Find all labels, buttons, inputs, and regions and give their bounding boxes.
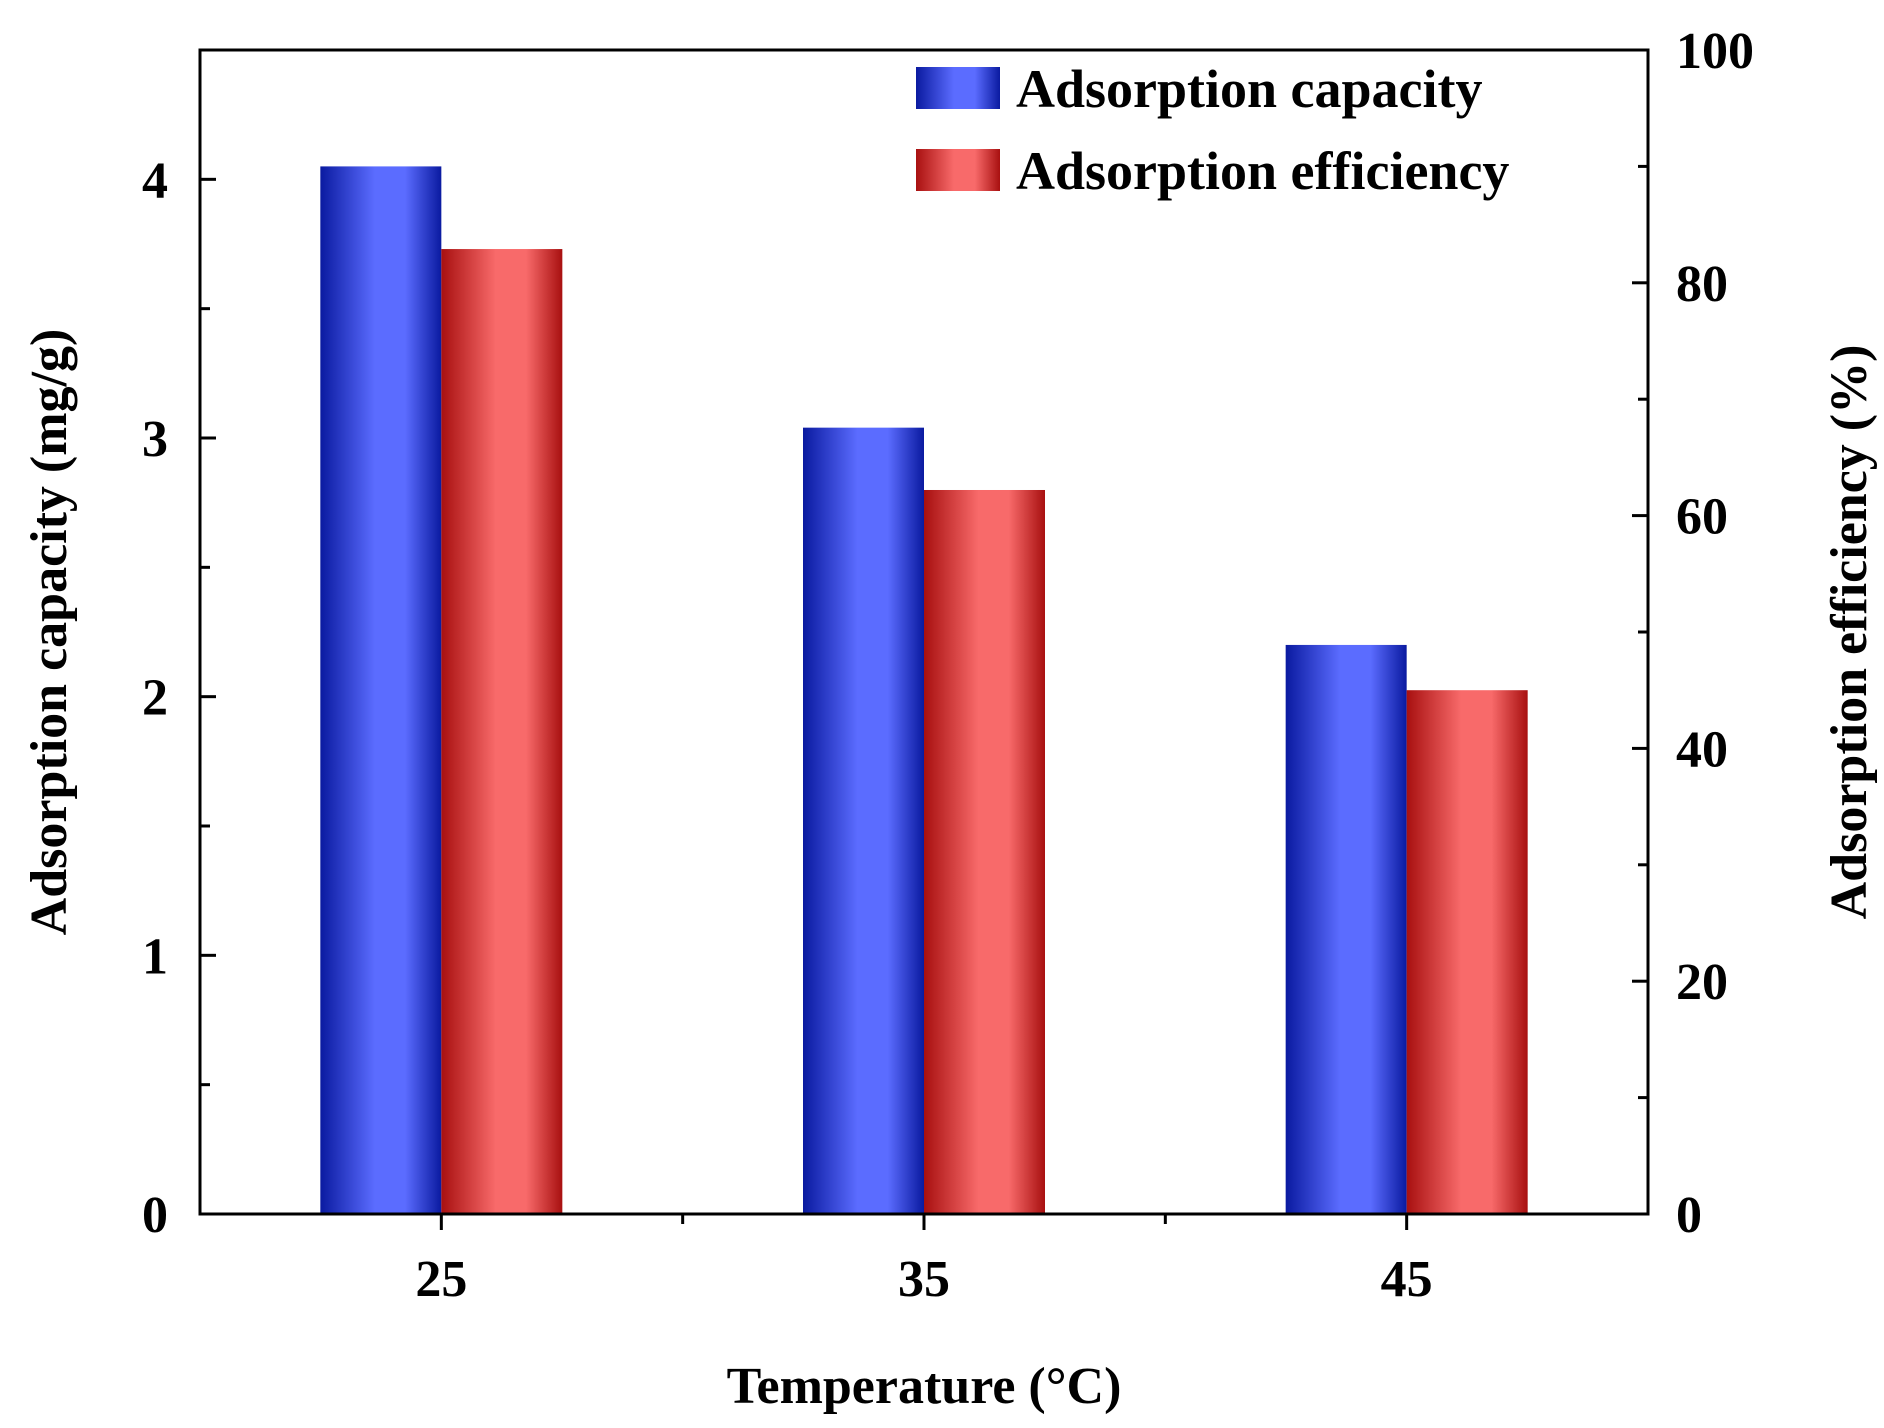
y-tick-label-3: 3	[142, 411, 168, 468]
y2-tick-label-100: 100	[1676, 23, 1754, 80]
bar-capacity-25	[320, 166, 442, 1214]
legend-swatch-capacity	[916, 67, 1000, 109]
y-tick-label-1: 1	[142, 928, 168, 985]
y-tick-label-0: 0	[142, 1187, 168, 1244]
bar-capacity-35	[803, 427, 924, 1214]
y-tick-label-2: 2	[142, 670, 168, 727]
y2-tick-label-60: 60	[1676, 489, 1728, 546]
x-axis-title: Temperature (°C)	[727, 1358, 1122, 1415]
bar-capacity-45	[1285, 644, 1407, 1214]
x-tick-label-35: 35	[898, 1251, 950, 1308]
y2-tick-label-20: 20	[1676, 954, 1728, 1011]
x-tick-label-25: 25	[415, 1251, 467, 1308]
legend-swatch-efficiency	[916, 149, 1000, 191]
y2-tick-label-80: 80	[1676, 256, 1728, 313]
legend-label-capacity: Adsorption capacity	[1016, 59, 1483, 119]
bar-efficiency-25	[441, 249, 563, 1214]
y2-axis-title: Adsorption efficiency (%)	[1821, 345, 1878, 920]
legend: Adsorption capacity Adsorption efficienc…	[916, 59, 1509, 201]
y-tick-label-4: 4	[142, 152, 168, 209]
bar-efficiency-45	[1406, 690, 1528, 1214]
y-axis-title: Adsorption capacity (mg/g)	[21, 329, 78, 936]
y2-tick-label-0: 0	[1676, 1187, 1702, 1244]
legend-label-efficiency: Adsorption efficiency	[1016, 141, 1509, 201]
bars-layer	[320, 166, 1528, 1214]
y2-tick-label-40: 40	[1676, 721, 1728, 778]
bar-efficiency-35	[924, 489, 1045, 1214]
x-tick-label-45: 45	[1381, 1251, 1433, 1308]
